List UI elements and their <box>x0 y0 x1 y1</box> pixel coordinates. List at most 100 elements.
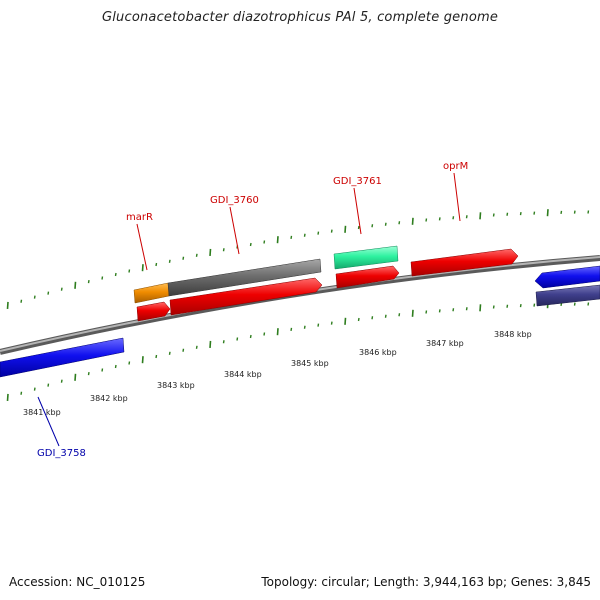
minor-tick <box>168 351 171 355</box>
ruler-label: 3846 kbp <box>359 348 397 357</box>
minor-tick <box>492 305 495 309</box>
minor-tick <box>222 248 225 252</box>
minor-tick <box>438 217 441 221</box>
minor-tick <box>465 307 468 311</box>
gene-GDI_3760-gray[interactable] <box>167 258 322 297</box>
map-title: Gluconacetobacter diazotrophicus PAl 5, … <box>101 10 499 25</box>
label-GDI_3758[interactable]: GDI_3758 <box>37 448 86 459</box>
major-tick <box>276 236 279 244</box>
minor-tick <box>330 321 333 325</box>
minor-tick <box>519 304 522 308</box>
gene-slate-right[interactable] <box>535 284 600 307</box>
major-tick <box>411 217 414 225</box>
minor-tick <box>317 323 320 327</box>
minor-tick <box>560 210 563 215</box>
minor-tick <box>60 287 63 291</box>
minor-tick <box>303 325 306 329</box>
minor-tick <box>587 210 590 214</box>
ruler-labels: 3841 kbp 3842 kbp 3843 kbp 3844 kbp 3845… <box>23 330 532 417</box>
minor-tick <box>398 313 401 317</box>
major-tick <box>546 209 549 217</box>
genome-summary-text: Topology: circular; Length: 3,944,163 bp… <box>261 575 591 589</box>
minor-tick <box>519 212 522 216</box>
major-tick <box>141 264 144 272</box>
minor-tick <box>452 216 455 220</box>
minor-tick <box>101 368 104 372</box>
minor-tick <box>20 391 23 395</box>
minor-tick <box>384 222 387 226</box>
minor-tick <box>290 327 293 331</box>
gene-red-3[interactable] <box>335 265 400 289</box>
label-GDI_3761[interactable]: GDI_3761 <box>333 176 382 187</box>
gene-oprM[interactable] <box>410 248 519 277</box>
ruler-label: 3848 kbp <box>494 330 532 339</box>
minor-tick <box>357 225 360 230</box>
major-tick <box>74 281 77 289</box>
minor-tick <box>249 242 252 247</box>
gene-features <box>0 245 600 378</box>
minor-tick <box>236 337 239 341</box>
minor-tick <box>249 334 252 339</box>
minor-tick <box>317 231 320 235</box>
label-marR[interactable]: marR <box>126 212 153 223</box>
minor-tick <box>195 253 198 257</box>
minor-tick <box>438 309 441 313</box>
minor-tick <box>425 218 428 222</box>
lower-tick-marks <box>6 301 590 402</box>
minor-tick <box>47 383 50 387</box>
minor-tick <box>47 291 50 295</box>
major-tick <box>479 212 482 220</box>
minor-tick <box>330 229 333 233</box>
minor-tick <box>155 354 158 359</box>
minor-tick <box>182 348 185 352</box>
major-tick <box>209 248 212 257</box>
minor-tick <box>492 213 495 217</box>
label-leaders <box>37 172 461 447</box>
major-tick <box>479 304 482 312</box>
minor-tick <box>20 299 23 303</box>
minor-tick <box>506 212 509 216</box>
minor-tick <box>101 276 104 280</box>
upper-tick-marks <box>6 209 590 310</box>
minor-tick <box>303 233 306 237</box>
minor-tick <box>384 314 387 318</box>
minor-tick <box>398 221 401 225</box>
major-tick <box>344 317 347 325</box>
major-tick <box>276 328 279 336</box>
minor-tick <box>290 235 293 239</box>
label-oprM[interactable]: oprM <box>443 161 468 172</box>
minor-tick <box>533 303 536 307</box>
major-tick <box>6 301 9 310</box>
minor-tick <box>573 210 576 214</box>
minor-tick <box>263 240 266 244</box>
minor-tick <box>263 332 266 336</box>
gene-red-2[interactable] <box>169 277 323 316</box>
gene-GDI_3761[interactable] <box>333 245 399 270</box>
minor-tick <box>587 302 590 306</box>
minor-tick <box>371 316 374 320</box>
ruler-label: 3841 kbp <box>23 408 61 417</box>
ruler-label: 3845 kbp <box>291 359 329 368</box>
minor-tick <box>33 295 36 299</box>
gene-marR[interactable] <box>133 282 170 304</box>
major-tick <box>209 340 212 349</box>
gene-red-1[interactable] <box>136 301 171 322</box>
minor-tick <box>128 269 131 273</box>
gene-GDI_3758[interactable] <box>0 337 125 378</box>
minor-tick <box>128 361 131 365</box>
label-GDI_3760[interactable]: GDI_3760 <box>210 195 259 206</box>
ruler-label: 3842 kbp <box>90 394 128 403</box>
gene-blue-right[interactable] <box>534 265 600 289</box>
minor-tick <box>573 302 576 306</box>
minor-tick <box>114 364 117 369</box>
minor-tick <box>114 272 117 277</box>
minor-tick <box>371 224 374 228</box>
major-tick <box>74 373 77 381</box>
minor-tick <box>357 317 360 322</box>
minor-tick <box>533 211 536 215</box>
minor-tick <box>425 310 428 314</box>
minor-tick <box>465 215 468 219</box>
major-tick <box>141 356 144 364</box>
ruler-label: 3843 kbp <box>157 381 195 390</box>
